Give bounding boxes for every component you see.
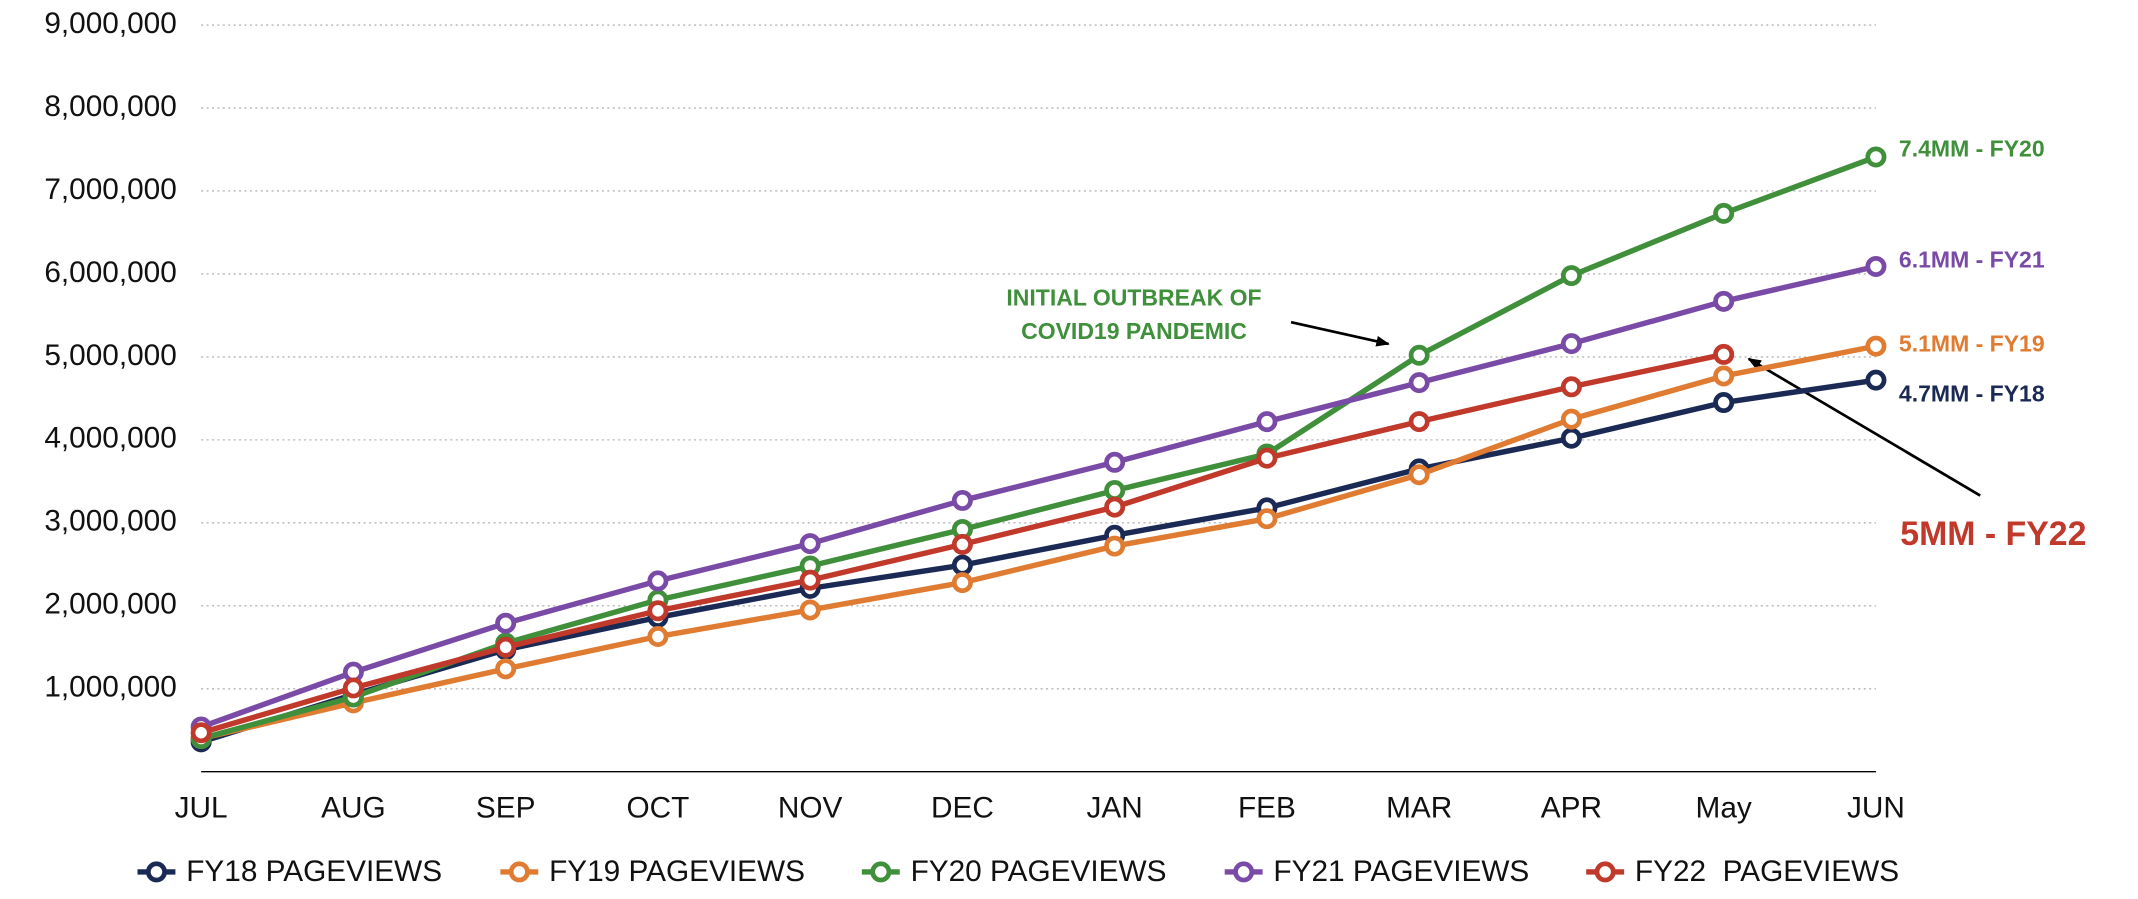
data-point xyxy=(1713,290,1735,312)
x-tick-label: NOV xyxy=(778,792,843,825)
annotation: 4.7MM - FY18 xyxy=(1899,380,2045,406)
data-point xyxy=(951,572,973,594)
legend-label: FY20 PAGEVIEWS xyxy=(911,855,1167,888)
x-tick-label: OCT xyxy=(626,792,689,825)
annotation-arrow xyxy=(1290,320,1390,347)
data-point xyxy=(647,600,669,622)
data-point xyxy=(1104,451,1126,473)
annotation: 5.1MM - FY19 xyxy=(1899,330,2045,356)
data-point xyxy=(799,569,821,591)
legend-marker xyxy=(870,861,892,883)
y-tick-label: 3,000,000 xyxy=(44,505,176,538)
x-tick-label: FEB xyxy=(1238,792,1296,825)
data-point xyxy=(951,533,973,555)
data-point xyxy=(495,636,517,658)
y-tick-label: 4,000,000 xyxy=(44,422,176,455)
legend-marker xyxy=(1233,861,1255,883)
x-tick-label: JUN xyxy=(1847,792,1905,825)
series-line xyxy=(200,263,1877,730)
annotation: COVID19 PANDEMIC xyxy=(1021,318,1247,344)
x-tick-label: APR xyxy=(1541,792,1602,825)
x-tick-label: AUG xyxy=(321,792,386,825)
data-point xyxy=(1408,372,1430,394)
legend-marker xyxy=(1594,861,1616,883)
data-point xyxy=(1104,479,1126,501)
data-point xyxy=(1865,335,1887,357)
data-point xyxy=(1713,343,1735,365)
series-line xyxy=(200,377,1877,745)
x-tick-label: JAN xyxy=(1087,792,1143,825)
data-point xyxy=(1408,411,1430,433)
legend-marker xyxy=(508,861,530,883)
data-point xyxy=(1865,255,1887,277)
annotation-arrow xyxy=(1747,357,1981,497)
data-point xyxy=(1713,392,1735,414)
series-line xyxy=(200,343,1877,742)
data-point xyxy=(190,722,212,744)
data-point xyxy=(1256,447,1278,469)
y-tick-label: 5,000,000 xyxy=(44,339,176,372)
legend-label: FY21 PAGEVIEWS xyxy=(1273,855,1529,888)
data-point xyxy=(1256,508,1278,530)
series-line xyxy=(200,154,1877,742)
data-point xyxy=(1560,265,1582,287)
data-point xyxy=(1865,146,1887,168)
y-tick-label: 7,000,000 xyxy=(44,173,176,206)
x-tick-label: SEP xyxy=(476,792,536,825)
data-point xyxy=(951,554,973,576)
annotation: 7.4MM - FY20 xyxy=(1899,135,2045,161)
data-point xyxy=(1104,535,1126,557)
x-tick-label: JUL xyxy=(175,792,228,825)
data-point xyxy=(1104,496,1126,518)
y-tick-label: 6,000,000 xyxy=(44,256,176,289)
y-tick-label: 2,000,000 xyxy=(44,588,176,621)
data-point xyxy=(951,489,973,511)
data-point xyxy=(495,612,517,634)
data-point xyxy=(495,658,517,680)
y-tick-label: 9,000,000 xyxy=(44,7,176,40)
data-point xyxy=(1560,376,1582,398)
data-point xyxy=(647,570,669,592)
data-point xyxy=(342,677,364,699)
annotation: 5MM - FY22 xyxy=(1900,515,2086,553)
y-tick-label: 8,000,000 xyxy=(44,90,176,123)
x-tick-label: May xyxy=(1696,792,1752,825)
data-point xyxy=(1713,365,1735,387)
data-point xyxy=(1560,333,1582,355)
x-tick-label: MAR xyxy=(1386,792,1452,825)
data-point xyxy=(1865,369,1887,391)
data-point xyxy=(1560,427,1582,449)
data-point xyxy=(1713,202,1735,224)
data-point xyxy=(1408,464,1430,486)
annotation: INITIAL OUTBREAK OF xyxy=(1006,284,1261,310)
data-point xyxy=(1560,408,1582,430)
legend-label: FY22 PAGEVIEWS xyxy=(1635,855,1899,888)
data-point xyxy=(799,599,821,621)
annotation: 6.1MM - FY21 xyxy=(1899,246,2045,272)
y-tick-label: 1,000,000 xyxy=(44,671,176,704)
legend-label: FY19 PAGEVIEWS xyxy=(549,855,805,888)
data-point xyxy=(647,626,669,647)
legend-marker xyxy=(145,861,167,883)
data-point xyxy=(1256,411,1278,433)
x-tick-label: DEC xyxy=(931,792,994,825)
legend-label: FY18 PAGEVIEWS xyxy=(186,855,442,888)
data-point xyxy=(1408,344,1430,366)
data-point xyxy=(799,533,821,555)
